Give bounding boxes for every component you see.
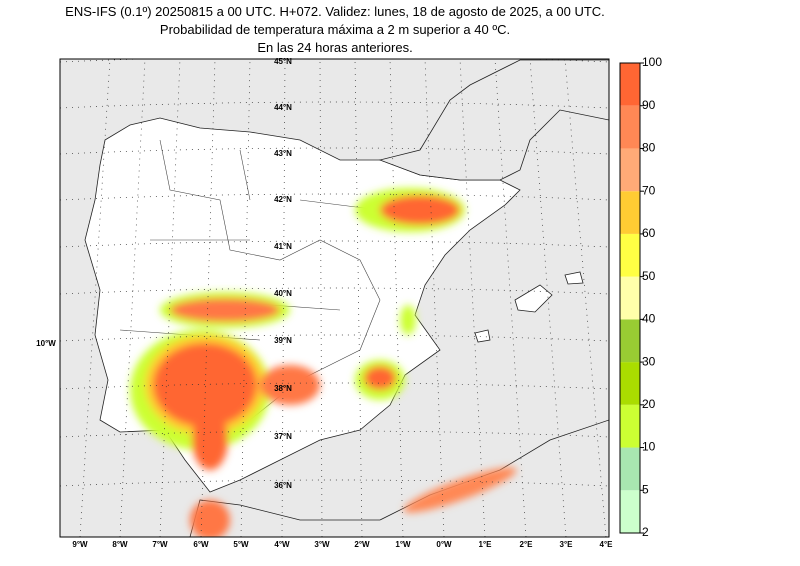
island: [564, 271, 584, 285]
map-frame: [59, 58, 610, 538]
colorbar-label: 90: [642, 98, 656, 112]
longitude-label: 4°W: [274, 540, 290, 549]
labels: 45°N 44°N 43°N 42°N 41°N 40°N 39°N 38°N 37°N 36°N…: [36, 57, 613, 549]
latitude-label: 38°N: [274, 384, 292, 393]
colorbar-label: 30: [642, 354, 656, 368]
latitude-label: 40°N: [274, 289, 292, 298]
longitude-label: 9°W: [72, 540, 88, 549]
longitude-label: 7°W: [152, 540, 168, 549]
colorbar-band: [620, 63, 640, 106]
longitude-label: 1°W: [395, 540, 411, 549]
colorbar-label: 50: [642, 269, 656, 283]
colorbar-band: [620, 148, 640, 192]
colorbar-label: 20: [642, 397, 656, 411]
colorbar-band: [620, 233, 640, 277]
latitude-label: 37°N: [274, 432, 292, 441]
title-line: ENS-IFS (0.1º) 20250815 a 00 UTC. H+072.…: [65, 4, 605, 19]
latitude-label: 45°N: [274, 57, 292, 66]
latitude-label: 43°N: [274, 149, 292, 158]
longitude-label: 3°W: [314, 540, 330, 549]
colorbar-label: 10: [642, 440, 656, 454]
colorbar-band: [620, 490, 640, 533]
colorbar-label: 100: [642, 55, 662, 69]
longitude-label: 10°W: [36, 339, 56, 348]
colorbar-label: 80: [642, 141, 656, 155]
colorbar-band: [620, 404, 640, 448]
longitude-label: 1°E: [479, 540, 493, 549]
longitude-label: 5°W: [233, 540, 249, 549]
colorbar-label: 40: [642, 312, 656, 326]
longitude-label: 8°W: [112, 540, 128, 549]
latitude-label: 36°N: [274, 481, 292, 490]
colorbar-label: 2: [642, 525, 649, 539]
probability-field: [130, 188, 517, 537]
map-area: [60, 59, 609, 537]
longitude-label: 0°W: [436, 540, 452, 549]
colorbar-band: [620, 105, 640, 149]
colorbar-label: 70: [642, 183, 656, 197]
title-line: Probabilidad de temperatura máxima a 2 m…: [159, 22, 511, 37]
island: [474, 329, 491, 343]
colorbar-band: [620, 362, 640, 405]
colorbar-label: 5: [642, 482, 649, 496]
longitude-label: 3°E: [560, 540, 574, 549]
longitude-label: 2°W: [354, 540, 370, 549]
colorbar-band: [620, 276, 640, 320]
colorbar-band: [620, 447, 640, 491]
island: [514, 284, 553, 313]
colorbar-label: 60: [642, 226, 656, 240]
colorbar-frame: [619, 62, 641, 534]
colorbar-band: [620, 191, 640, 234]
latitude-label: 41°N: [274, 242, 292, 251]
longitude-label: 4°E: [600, 540, 614, 549]
latitude-label: 42°N: [274, 195, 292, 204]
colorbar-band: [620, 319, 640, 363]
france: [378, 59, 609, 181]
colorbar: 2 5 10 20 30 40 50 60 70 80 90 100: [619, 55, 662, 539]
title-line: En las 24 horas anteriores.: [257, 40, 413, 55]
latitude-label: 44°N: [274, 103, 292, 112]
longitude-label: 6°W: [193, 540, 209, 549]
latitude-label: 39°N: [274, 336, 292, 345]
longitude-label: 2°E: [520, 540, 534, 549]
